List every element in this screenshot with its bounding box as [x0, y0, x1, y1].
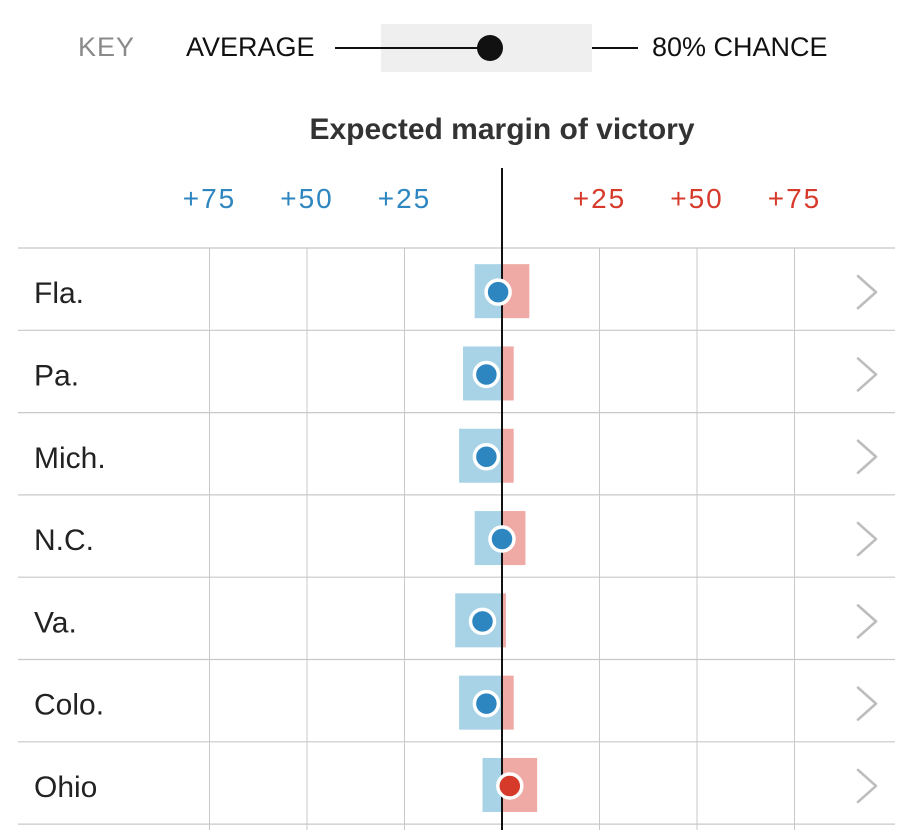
key-line-left: [335, 47, 491, 49]
tick-label: +25: [378, 183, 432, 214]
tick-label: +75: [768, 183, 822, 214]
average-dot: [472, 360, 501, 389]
state-label: N.C.: [34, 524, 94, 557]
grid-layer: [18, 247, 895, 830]
chevron-right-icon[interactable]: [856, 768, 878, 804]
state-label: Va.: [34, 606, 77, 639]
key-line-right: [592, 47, 638, 49]
chevron-right-icon[interactable]: [856, 521, 878, 557]
average-dot: [496, 772, 524, 800]
key-average-dot: [477, 35, 503, 61]
rep-range-bar: [502, 346, 514, 401]
state-label: Colo.: [34, 689, 104, 722]
chevron-right-icon[interactable]: [856, 604, 878, 639]
tick-label: +25: [573, 183, 627, 214]
state-label: Mich.: [34, 442, 106, 475]
label-layer: +75 +50 +25 +25 +50 +75 Fla. Pa. Mich. N.C. Va. Col…: [34, 183, 878, 804]
average-dot: [472, 689, 501, 718]
tick-label: +50: [280, 183, 334, 214]
average-dot: [472, 443, 501, 471]
tick-label: +50: [670, 183, 724, 214]
chevron-right-icon[interactable]: [856, 439, 878, 475]
state-label: Ohio: [34, 771, 97, 804]
rep-range-bar: [502, 675, 514, 730]
average-dot: [484, 278, 512, 306]
chevron-right-icon[interactable]: [856, 357, 878, 392]
rep-range-bar: [502, 428, 514, 483]
rep-range-bar: [502, 593, 506, 648]
average-dot: [468, 607, 497, 636]
chevron-right-icon[interactable]: [856, 686, 878, 721]
key-legend: KEY AVERAGE 80% CHANCE: [0, 0, 918, 95]
chevron-right-icon[interactable]: [856, 274, 878, 310]
state-label: Fla.: [34, 277, 84, 310]
dem-range-bar: [482, 757, 502, 812]
chart-title: Expected margin of victory: [309, 113, 695, 146]
key-title: KEY: [78, 32, 136, 62]
key-average-label: AVERAGE: [186, 32, 315, 62]
tick-label: +75: [183, 183, 237, 214]
key-chance-label: 80% CHANCE: [652, 32, 828, 62]
average-dot: [488, 525, 516, 553]
dot-layer: [468, 278, 524, 800]
state-label: Pa.: [34, 359, 79, 392]
